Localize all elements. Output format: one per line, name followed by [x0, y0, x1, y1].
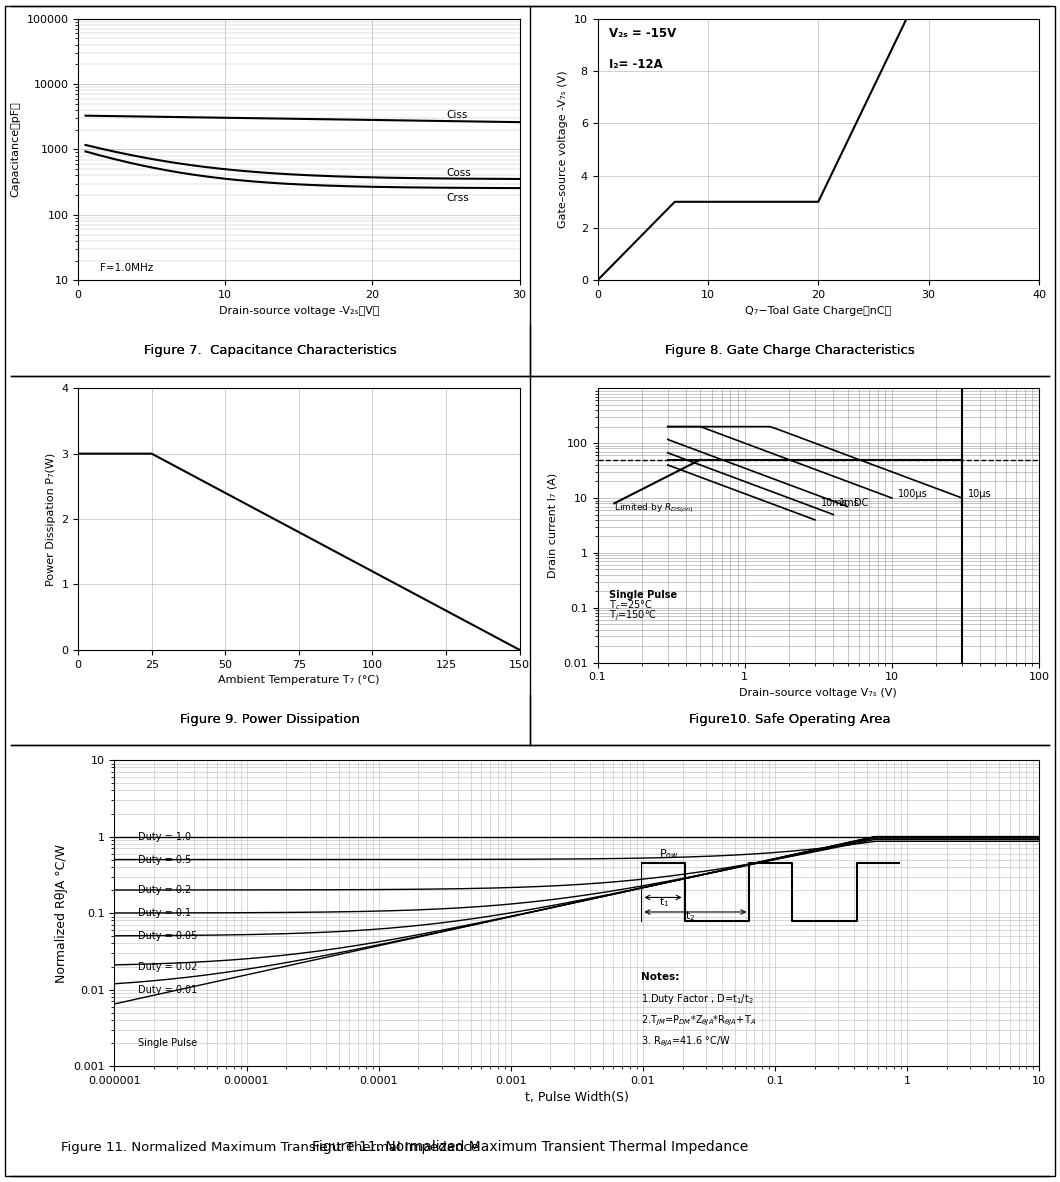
Text: 10μs: 10μs	[968, 488, 992, 499]
Text: Ciss: Ciss	[446, 110, 467, 121]
Text: 10ms: 10ms	[822, 499, 848, 508]
Text: F=1.0MHz: F=1.0MHz	[101, 262, 154, 273]
Text: Notes:: Notes:	[641, 973, 679, 982]
Y-axis label: Normalized RθJA °C/W: Normalized RθJA °C/W	[54, 844, 68, 982]
Text: 1.Duty Factor , D=t$_1$/t$_2$: 1.Duty Factor , D=t$_1$/t$_2$	[641, 992, 754, 1006]
X-axis label: Ambient Temperature T₇ (°C): Ambient Temperature T₇ (°C)	[218, 675, 379, 686]
Text: Duty = 0.2: Duty = 0.2	[138, 885, 191, 895]
Text: Coss: Coss	[446, 168, 471, 178]
Text: Duty = 0.05: Duty = 0.05	[138, 931, 197, 941]
Text: Figure 8. Gate Charge Characteristics: Figure 8. Gate Charge Characteristics	[665, 344, 915, 357]
Text: Crss: Crss	[446, 193, 469, 202]
Text: 100μs: 100μs	[898, 488, 928, 499]
X-axis label: Q₇−Toal Gate Charge（nC）: Q₇−Toal Gate Charge（nC）	[745, 306, 891, 316]
Text: DC: DC	[853, 499, 868, 508]
Text: T$_j$=150°C: T$_j$=150°C	[610, 609, 657, 623]
Y-axis label: Power Dissipation P₇(W): Power Dissipation P₇(W)	[46, 453, 56, 586]
Text: V₂ₛ = -15V: V₂ₛ = -15V	[608, 27, 676, 40]
Text: Duty = 0.5: Duty = 0.5	[138, 855, 191, 864]
Y-axis label: Capacitance（pF）: Capacitance（pF）	[11, 102, 21, 197]
Text: Figure 11. Normalized Maximum Transient Thermal Impedance: Figure 11. Normalized Maximum Transient …	[312, 1141, 748, 1154]
Text: Duty = 1.0: Duty = 1.0	[138, 831, 191, 842]
Text: t$_1$: t$_1$	[658, 895, 669, 909]
Text: Figure 9. Power Dissipation: Figure 9. Power Dissipation	[180, 713, 360, 726]
Text: Figure 11. Normalized Maximum Transient Thermal Impedance: Figure 11. Normalized Maximum Transient …	[61, 1141, 479, 1154]
Text: 1ms: 1ms	[840, 499, 860, 508]
X-axis label: t, Pulse Width(S): t, Pulse Width(S)	[525, 1091, 629, 1104]
X-axis label: Drain–source voltage V₇ₛ (V): Drain–source voltage V₇ₛ (V)	[740, 688, 897, 697]
Text: Figure 7.  Capacitance Characteristics: Figure 7. Capacitance Characteristics	[144, 344, 396, 357]
Y-axis label: Drain current I₇ (A): Drain current I₇ (A)	[548, 473, 558, 578]
Text: 3. R$_{\theta JA}$=41.6 °C/W: 3. R$_{\theta JA}$=41.6 °C/W	[641, 1035, 731, 1050]
Text: Figure 7.  Capacitance Characteristics: Figure 7. Capacitance Characteristics	[144, 344, 396, 357]
X-axis label: Drain-source voltage -V₂ₛ（V）: Drain-source voltage -V₂ₛ（V）	[218, 306, 379, 316]
Text: Figure 8. Gate Charge Characteristics: Figure 8. Gate Charge Characteristics	[665, 344, 915, 357]
Text: Figure10. Safe Operating Area: Figure10. Safe Operating Area	[689, 713, 890, 726]
Text: 2.T$_{JM}$=P$_{DM}$*Z$_{\theta JA}$*R$_{\theta JA}$+T$_A$: 2.T$_{JM}$=P$_{DM}$*Z$_{\theta JA}$*R$_{…	[641, 1014, 757, 1028]
Text: I₂= -12A: I₂= -12A	[608, 58, 662, 71]
Text: t$_2$: t$_2$	[685, 909, 694, 923]
Text: Single Pulse: Single Pulse	[610, 590, 677, 600]
Text: Duty = 0.1: Duty = 0.1	[138, 908, 191, 918]
Text: Figure10. Safe Operating Area: Figure10. Safe Operating Area	[689, 713, 890, 726]
Text: T$_c$=25°C: T$_c$=25°C	[610, 598, 653, 611]
Text: Duty = 0.02: Duty = 0.02	[138, 961, 197, 972]
Text: P$_{ow}$: P$_{ow}$	[658, 846, 678, 860]
Text: Limited by $R_{DS(on)}$: Limited by $R_{DS(on)}$	[615, 501, 694, 514]
Text: Single Pulse: Single Pulse	[138, 1038, 197, 1048]
Text: Figure 9. Power Dissipation: Figure 9. Power Dissipation	[180, 713, 360, 726]
Text: Duty = 0.01: Duty = 0.01	[138, 985, 197, 994]
Y-axis label: Gate–source voltage -V₇ₛ (V): Gate–source voltage -V₇ₛ (V)	[559, 71, 568, 228]
